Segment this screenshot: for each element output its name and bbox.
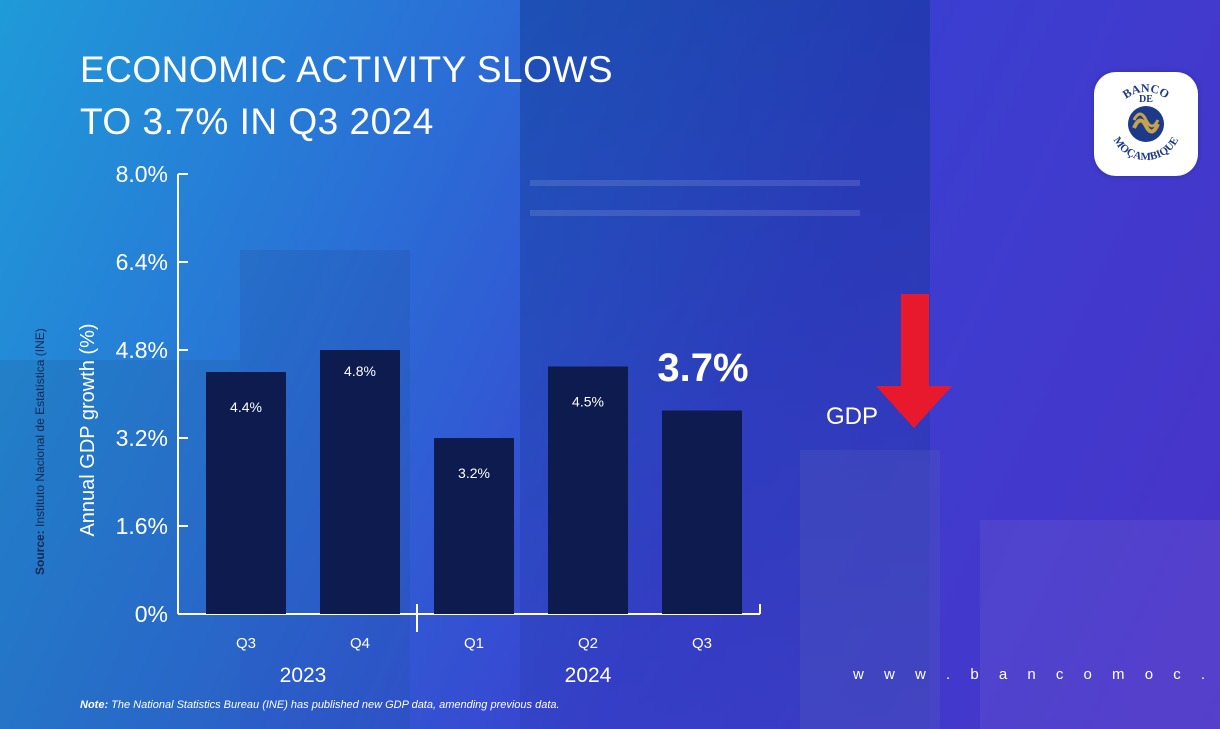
logo-top-text: BANCO [1120,81,1172,102]
bar-value-label: 4.5% [572,394,604,410]
building-background [800,450,940,729]
bar-value-label: 4.4% [230,399,262,415]
y-tick-label: 3.2% [116,425,168,451]
building-background [0,360,240,729]
chart-bars [206,350,742,614]
bank-logo: BANCO DE MOÇAMBIQUE [1094,72,1198,176]
title-line-1: ECONOMIC ACTIVITY SLOWS [80,49,614,90]
website-link[interactable]: w w w . b a n c o m o c . m z [853,666,1220,683]
bar [434,438,514,614]
bar-value-label: 4.8% [344,363,376,379]
bar [206,372,286,614]
y-axis-label: Annual GDP growth (%) [77,323,99,536]
logo-middle-text: DE [1139,94,1153,105]
bar [548,366,628,614]
y-tick-label: 0% [135,601,168,627]
chart-labels: 4.4% Q3 4.8% Q4 3.2% Q1 4.5% Q2 Q3 2023 2024 [230,363,712,687]
y-tick-label: 4.8% [116,337,168,363]
x-tick-label: Q1 [464,635,484,652]
x-tick-label: Q2 [578,635,598,652]
year-label: 2023 [280,664,327,687]
bar [662,410,742,614]
building-stripe [530,210,860,216]
down-arrow-icon [876,294,952,428]
x-tick-label: Q3 [236,635,256,652]
footnote: Note: The National Statistics Bureau (IN… [80,699,560,711]
x-tick-label: Q3 [692,635,712,652]
y-tick-label: 8.0% [116,161,168,187]
note-text: The National Statistics Bureau (INE) has… [111,699,560,711]
y-tick-label: 6.4% [116,249,168,275]
bar [320,350,400,614]
building-background [980,520,1220,729]
building-stripe [530,180,860,186]
bar-value-label: 3.2% [458,465,490,481]
note-label: Note: [80,699,109,711]
title-line-2: TO 3.7% IN Q3 2024 [80,101,434,142]
highlight-value-label: 3.7% [657,346,748,390]
gdp-indicator-label: GDP [826,403,878,430]
bank-logo-icon: BANCO DE MOÇAMBIQUE [1111,81,1181,163]
y-tick-label: 1.6% [116,513,168,539]
x-tick-label: Q4 [350,635,370,652]
year-label: 2024 [565,664,612,687]
page-title: ECONOMIC ACTIVITY SLOWS TO 3.7% IN Q3 20… [80,44,613,148]
